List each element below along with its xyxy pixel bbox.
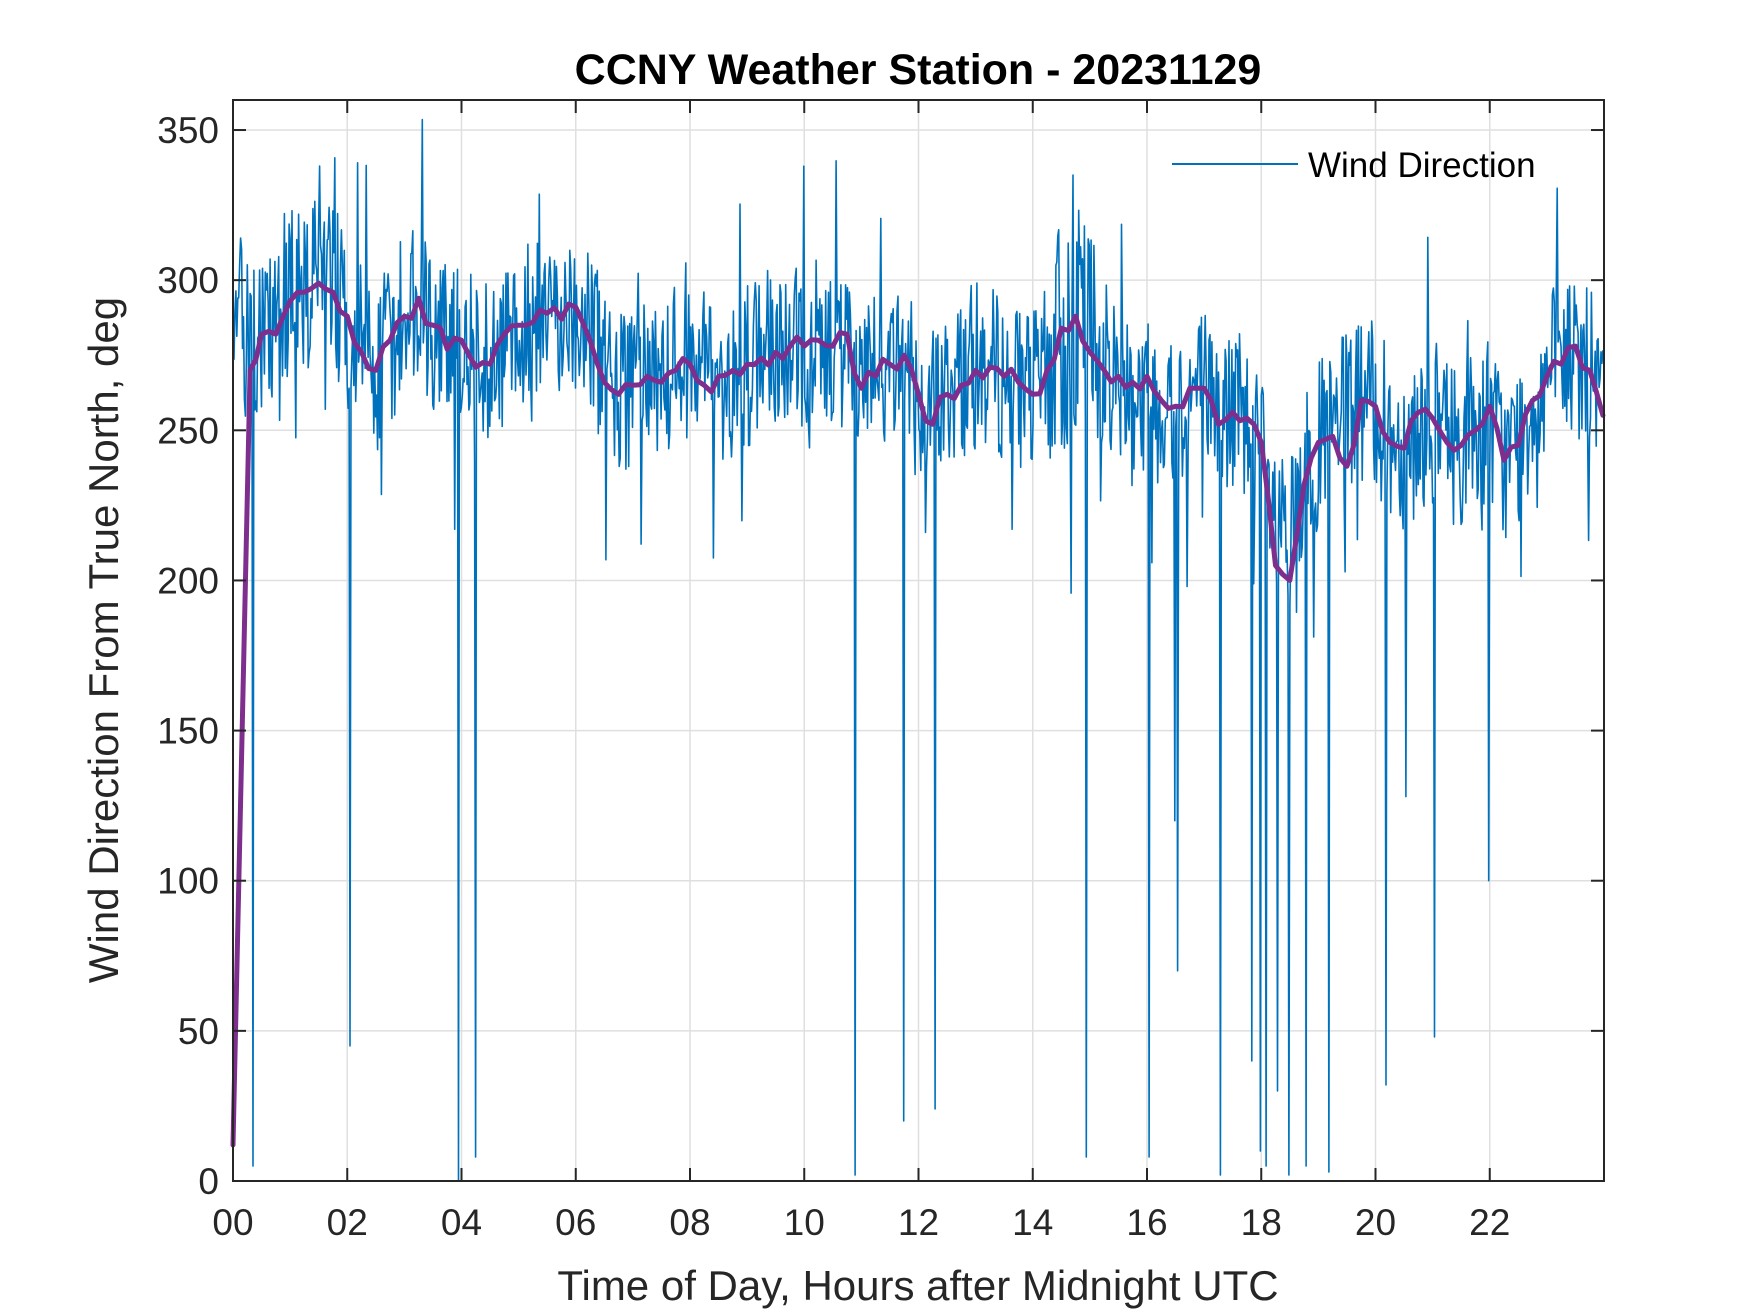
x-tick-label: 04 bbox=[441, 1202, 482, 1243]
series-layer bbox=[230, 118, 1606, 1182]
axis-ticks bbox=[232, 100, 1604, 1182]
x-tick-label: 14 bbox=[1012, 1202, 1053, 1243]
legend-label-wind-direction: Wind Direction bbox=[1308, 146, 1536, 185]
y-tick-label: 250 bbox=[157, 410, 219, 451]
y-tick-label: 350 bbox=[157, 110, 219, 151]
x-tick-label: 10 bbox=[784, 1202, 825, 1243]
y-tick-label: 0 bbox=[198, 1161, 219, 1202]
legend: Wind Direction bbox=[1172, 146, 1536, 185]
x-tick-label: 12 bbox=[898, 1202, 939, 1243]
series-line-smoothed bbox=[230, 280, 1606, 1148]
y-tick-label: 100 bbox=[157, 861, 219, 902]
x-tick-label: 08 bbox=[669, 1202, 710, 1243]
y-tick-label: 50 bbox=[178, 1011, 219, 1052]
y-axis-label: Wind Direction From True North, deg bbox=[80, 297, 127, 983]
x-tick-label: 22 bbox=[1469, 1202, 1510, 1243]
x-tick-label: 16 bbox=[1126, 1202, 1167, 1243]
y-tick-label: 200 bbox=[157, 560, 219, 601]
tick-labels: 00 02 04 06 08 10 12 14 16 18 20 22 0 50 100 150 200 250 3… bbox=[157, 110, 1510, 1243]
x-tick-label: 18 bbox=[1241, 1202, 1282, 1243]
x-tick-label: 20 bbox=[1355, 1202, 1396, 1243]
y-tick-label: 300 bbox=[157, 260, 219, 301]
x-axis-label: Time of Day, Hours after Midnight UTC bbox=[557, 1262, 1278, 1309]
x-tick-label: 02 bbox=[327, 1202, 368, 1243]
x-tick-label: 00 bbox=[212, 1202, 253, 1243]
y-tick-label: 150 bbox=[157, 711, 219, 752]
x-tick-label: 06 bbox=[555, 1202, 596, 1243]
chart-title: CCNY Weather Station - 20231129 bbox=[575, 46, 1262, 94]
